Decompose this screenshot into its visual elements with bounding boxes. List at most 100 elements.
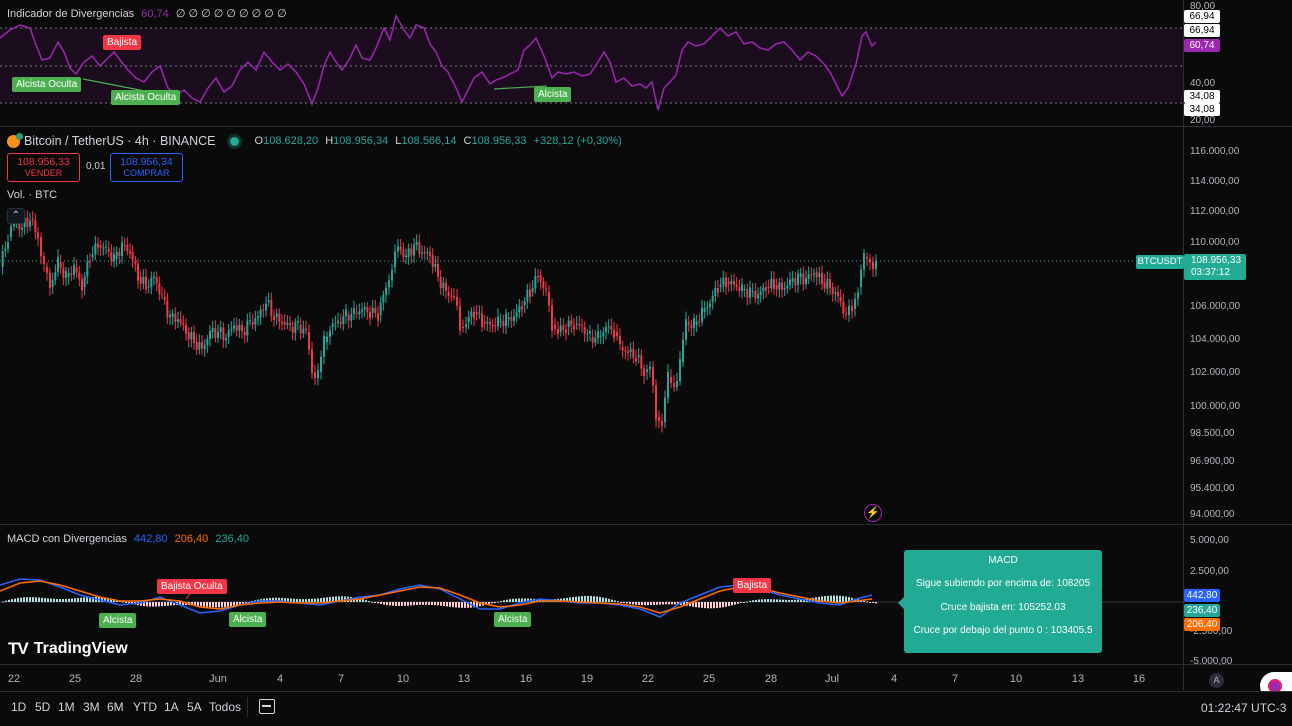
macd-histogram-bar: [302, 599, 304, 602]
timeframe-all[interactable]: Todos: [209, 700, 242, 714]
macd-histogram-bar: [398, 602, 400, 606]
macd-histogram-bar: [710, 602, 712, 609]
macd-value-2: 206,40: [174, 533, 209, 545]
macd-histogram-bar: [656, 602, 658, 605]
timeframe-5d[interactable]: 5D: [35, 700, 51, 714]
candle-body: [551, 305, 553, 331]
candle-body: [4, 248, 7, 251]
candle-body: [676, 380, 678, 387]
candle-body: [423, 252, 426, 253]
symbol-header[interactable]: Bitcoin / TetherUS · 4h · BINANCE O108.6…: [7, 132, 622, 149]
calendar-goto-icon[interactable]: [259, 699, 275, 714]
buy-button[interactable]: 108.956,34 COMPRAR: [110, 153, 183, 182]
candle-body: [246, 320, 249, 336]
candle-body: [377, 313, 379, 321]
collapse-icon[interactable]: ⌃: [7, 208, 25, 224]
candle-body: [483, 322, 486, 324]
macd-histogram-bar: [167, 602, 169, 606]
candle-body: [437, 263, 439, 277]
candle-body: [866, 257, 868, 259]
macd-histogram-bar: [722, 602, 724, 608]
macd-histogram-bar: [500, 600, 502, 602]
candle-body: [762, 287, 765, 292]
macd-histogram-bar: [740, 602, 742, 603]
candle-body: [714, 288, 717, 297]
candle-body: [813, 273, 815, 275]
timeframe-6m[interactable]: 6M: [107, 700, 124, 714]
candle-body: [829, 279, 831, 288]
candle-body: [278, 313, 281, 322]
macd-histogram-bar: [269, 597, 271, 602]
macd-histogram-bar: [74, 598, 76, 602]
low-label: L: [395, 135, 402, 147]
candle-body: [311, 349, 313, 373]
timeframe-1a[interactable]: 1A: [164, 700, 179, 714]
macd-histogram-bar: [731, 602, 733, 606]
macd-histogram-bar: [620, 602, 622, 603]
ticker-badge: BTCUSDT: [1136, 255, 1184, 269]
macd-pane[interactable]: MACD con Divergencias 442,80 206,40 236,…: [0, 525, 1183, 664]
candle-body: [499, 321, 502, 323]
macd-histogram-bar: [2, 601, 4, 603]
tradingview-logo[interactable]: TV TradingView: [8, 639, 128, 659]
candle-body: [607, 326, 610, 328]
lightning-icon[interactable]: ⚡: [864, 504, 882, 522]
tradingview-logo-icon: TV: [8, 639, 29, 658]
candle-body: [399, 247, 402, 251]
macd-histogram-bar: [236, 602, 238, 606]
x-axis-label: 16: [519, 673, 533, 685]
x-axis-label: 16: [1132, 673, 1146, 685]
macd-axis-label: 2.500,00: [1190, 566, 1229, 577]
macd-histogram-bar: [443, 602, 445, 607]
candle-body: [807, 274, 810, 279]
macd-histogram-bar: [191, 602, 193, 606]
candle-body: [1, 250, 4, 267]
macd-histogram-bar: [689, 602, 691, 607]
x-axis-label: 19: [580, 673, 594, 685]
macd-histogram-bar: [164, 602, 166, 606]
candle-body: [374, 307, 377, 314]
x-axis-label: 13: [1071, 673, 1085, 685]
macd-histogram-bar: [179, 602, 181, 605]
candle-body: [243, 332, 246, 336]
macd-histogram-bar: [587, 595, 589, 602]
candle-body: [59, 262, 62, 268]
auto-scale-button[interactable]: A: [1209, 673, 1224, 688]
macd-histogram-bar: [209, 602, 211, 608]
candle-body: [405, 255, 407, 257]
candle-body: [155, 277, 158, 284]
candle-body: [621, 347, 624, 351]
candle-body: [163, 297, 166, 300]
pane-separator-rsi[interactable]: [0, 126, 1292, 127]
macd-histogram-bar: [215, 602, 217, 608]
timeframe-5a[interactable]: 5A: [187, 700, 202, 714]
timeframe-3m[interactable]: 3M: [83, 700, 100, 714]
rsi-title-row: Indicador de Divergencias 60,74 ∅ ∅ ∅ ∅ …: [7, 7, 287, 20]
macd-histogram-bar: [515, 598, 517, 602]
candle-body: [297, 320, 299, 323]
sell-button[interactable]: 108.956,33 VENDER: [7, 153, 80, 182]
candle-body: [89, 261, 91, 263]
candle-body: [594, 338, 597, 343]
timeframe-1m[interactable]: 1M: [58, 700, 75, 714]
macd-histogram-bar: [14, 598, 16, 602]
macd-histogram-bar: [251, 601, 253, 603]
price-pane[interactable]: Bitcoin / TetherUS · 4h · BINANCE O108.6…: [0, 127, 1183, 524]
pane-separator-macd[interactable]: [0, 524, 1292, 525]
rsi-pane[interactable]: Indicador de Divergencias 60,74 ∅ ∅ ∅ ∅ …: [0, 0, 1183, 126]
candle-body: [575, 323, 578, 325]
macd-histogram-bar: [653, 602, 655, 605]
candle-body: [49, 272, 51, 288]
macd-histogram-bar: [272, 597, 274, 602]
candle-body: [523, 301, 526, 305]
timeframe-ytd[interactable]: YTD: [133, 700, 157, 714]
timeframe-1d[interactable]: 1D: [11, 700, 27, 714]
macd-histogram-bar: [833, 595, 835, 602]
clock[interactable]: 01:22:47 UTC-3: [1201, 701, 1287, 715]
x-axis-label: 13: [457, 673, 471, 685]
symbol-title[interactable]: Bitcoin / TetherUS · 4h · BINANCE: [24, 134, 216, 148]
candle-body: [294, 322, 297, 333]
candle-body: [529, 289, 531, 297]
macd-histogram-bar: [563, 598, 565, 602]
candle-body: [456, 297, 458, 306]
